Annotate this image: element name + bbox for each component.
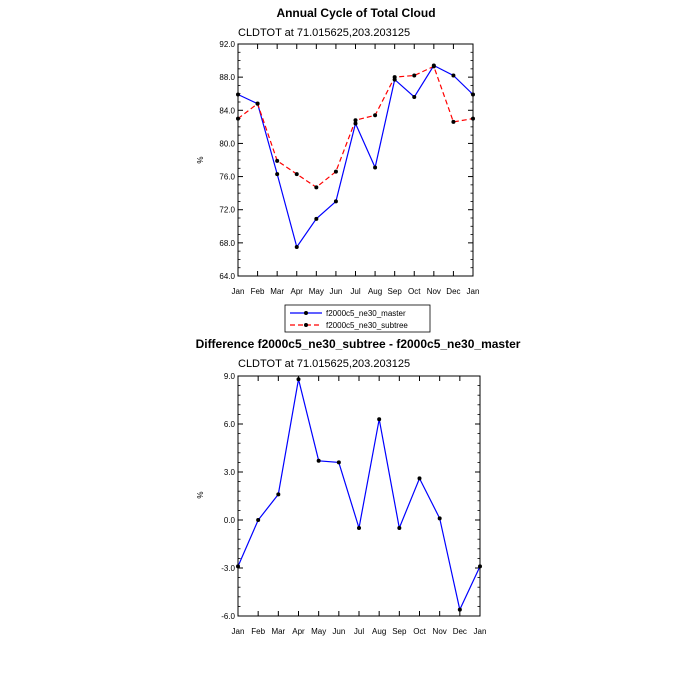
xtick-label: Jan xyxy=(474,627,487,636)
ytick-label: 72.0 xyxy=(219,206,235,215)
chart1-title: Annual Cycle of Total Cloud xyxy=(276,6,435,20)
data-point-f2000c5_ne30_subtree xyxy=(333,169,338,174)
legend-subtree-marker xyxy=(304,323,308,327)
data-point-f2000c5_ne30_master xyxy=(314,216,319,221)
data-point-f2000c5_ne30_master xyxy=(451,73,456,78)
xtick-label: Mar xyxy=(271,627,285,636)
xtick-label: Jan xyxy=(467,287,480,296)
xtick-label: Mar xyxy=(270,287,284,296)
data-point-f2000c5_ne30_subtree xyxy=(294,172,299,177)
legend-master-label: f2000c5_ne30_master xyxy=(326,309,406,318)
ytick-label: 9.0 xyxy=(224,372,236,381)
data-point-f2000c5_ne30_master xyxy=(353,121,358,126)
ytick-label: 88.0 xyxy=(219,73,235,82)
ytick-label: 76.0 xyxy=(219,173,235,182)
data-point-f2000c5_ne30_subtree xyxy=(451,119,456,124)
ytick-label: 6.0 xyxy=(224,420,236,429)
chart2-ticks xyxy=(237,375,481,617)
xtick-label: Dec xyxy=(453,627,467,636)
xtick-label: Dec xyxy=(446,287,460,296)
xtick-label: Jan xyxy=(232,627,245,636)
chart2-plot-frame xyxy=(237,375,481,617)
chart1-plot-frame xyxy=(237,43,474,277)
data-point-difference xyxy=(276,492,281,497)
series-line-difference xyxy=(237,379,481,612)
xtick-label: Nov xyxy=(433,627,447,636)
ytick-label: 80.0 xyxy=(219,139,235,148)
data-point-f2000c5_ne30_master xyxy=(412,95,417,100)
data-point-f2000c5_ne30_master xyxy=(333,199,338,204)
ytick-label: -3.0 xyxy=(221,564,235,573)
chart2-ylabel: % xyxy=(196,491,205,498)
data-point-f2000c5_ne30_subtree xyxy=(255,101,260,106)
data-point-difference xyxy=(336,460,341,465)
xtick-label: May xyxy=(311,627,326,636)
xtick-label: Sep xyxy=(392,627,407,636)
chart1-series xyxy=(236,63,475,249)
ytick-label: 68.0 xyxy=(219,239,235,248)
xtick-label: Apr xyxy=(291,287,304,296)
data-point-difference xyxy=(417,476,422,481)
xtick-label: Aug xyxy=(368,287,382,296)
chart1-ytick-labels: 64.0 68.0 72.0 76.0 80.0 84.0 88.0 92.0 xyxy=(219,40,235,281)
xtick-label: Aug xyxy=(372,627,386,636)
series-line-f2000c5_ne30_master xyxy=(237,64,474,249)
data-point-difference xyxy=(377,417,382,422)
data-point-f2000c5_ne30_subtree xyxy=(314,185,319,190)
series-line-f2000c5_ne30_subtree xyxy=(237,65,474,189)
chart1-legend: f2000c5_ne30_master f2000c5_ne30_subtree xyxy=(284,304,431,333)
xtick-label: Jan xyxy=(232,287,245,296)
ytick-label: 92.0 xyxy=(219,40,235,49)
legend-box xyxy=(284,304,431,333)
xtick-label: Apr xyxy=(292,627,305,636)
data-point-difference xyxy=(256,518,261,522)
xtick-label: Oct xyxy=(413,627,426,636)
xtick-label: Sep xyxy=(388,287,403,296)
legend-subtree-label: f2000c5_ne30_subtree xyxy=(326,321,408,330)
xtick-label: Oct xyxy=(408,287,421,296)
data-point-f2000c5_ne30_subtree xyxy=(431,64,436,69)
chart2-subtitle: CLDTOT at 71.015625,203.203125 xyxy=(238,358,410,370)
data-point-f2000c5_ne30_master xyxy=(275,172,280,177)
chart2-ytick-labels: -6.0 -3.0 0.0 3.0 6.0 9.0 xyxy=(221,372,235,621)
data-point-f2000c5_ne30_subtree xyxy=(412,73,417,78)
data-point-f2000c5_ne30_master xyxy=(294,245,299,249)
xtick-label: Feb xyxy=(251,627,265,636)
xtick-label: Jun xyxy=(329,287,342,296)
data-point-f2000c5_ne30_subtree xyxy=(275,158,280,163)
chart1-ylabel: % xyxy=(196,156,205,163)
data-point-f2000c5_ne30_master xyxy=(373,165,378,170)
data-point-difference xyxy=(437,516,442,521)
data-point-difference xyxy=(296,377,301,382)
annual-cycle-panel: Annual Cycle of Total Cloud CLDTOT at 71… xyxy=(196,6,480,333)
chart1-subtitle: CLDTOT at 71.015625,203.203125 xyxy=(238,27,410,39)
data-point-difference xyxy=(457,607,462,612)
ytick-label: 0.0 xyxy=(224,516,236,525)
xtick-label: Feb xyxy=(251,287,265,296)
ytick-label: -6.0 xyxy=(221,612,235,621)
chart2-title: Difference f2000c5_ne30_subtree - f2000c… xyxy=(196,337,521,351)
data-point-difference xyxy=(397,526,402,530)
data-point-difference xyxy=(357,526,361,530)
ytick-label: 64.0 xyxy=(219,272,235,281)
xtick-label: Jul xyxy=(350,287,360,296)
data-point-f2000c5_ne30_subtree xyxy=(353,118,358,123)
data-point-f2000c5_ne30_subtree xyxy=(392,75,397,80)
chart2-series xyxy=(236,377,482,612)
xtick-label: Jul xyxy=(354,627,364,636)
chart2-xtick-labels: Jan Feb Mar Apr May Jun Jul Aug Sep Oct Nov Dec Jan xyxy=(232,627,487,636)
xtick-label: May xyxy=(309,287,324,296)
ytick-label: 3.0 xyxy=(224,468,236,477)
data-point-difference xyxy=(316,458,321,463)
xtick-label: Nov xyxy=(427,287,441,296)
ytick-label: 84.0 xyxy=(219,106,235,115)
legend-master-marker xyxy=(304,311,308,315)
xtick-label: Jun xyxy=(332,627,345,636)
chart1-xtick-labels: Jan Feb Mar Apr May Jun Jul Aug Sep Oct Nov Dec Jan xyxy=(232,287,480,296)
data-point-f2000c5_ne30_subtree xyxy=(373,113,378,118)
difference-panel: Difference f2000c5_ne30_subtree - f2000c… xyxy=(196,337,521,636)
